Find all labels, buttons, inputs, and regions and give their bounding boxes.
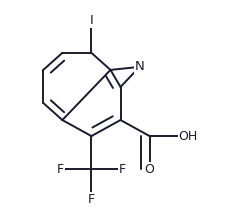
Text: I: I [90,14,93,27]
Text: O: O [145,163,155,176]
Text: F: F [57,163,64,176]
Text: OH: OH [179,130,198,143]
Text: F: F [88,193,95,206]
Text: F: F [119,163,126,176]
Text: N: N [135,60,144,73]
